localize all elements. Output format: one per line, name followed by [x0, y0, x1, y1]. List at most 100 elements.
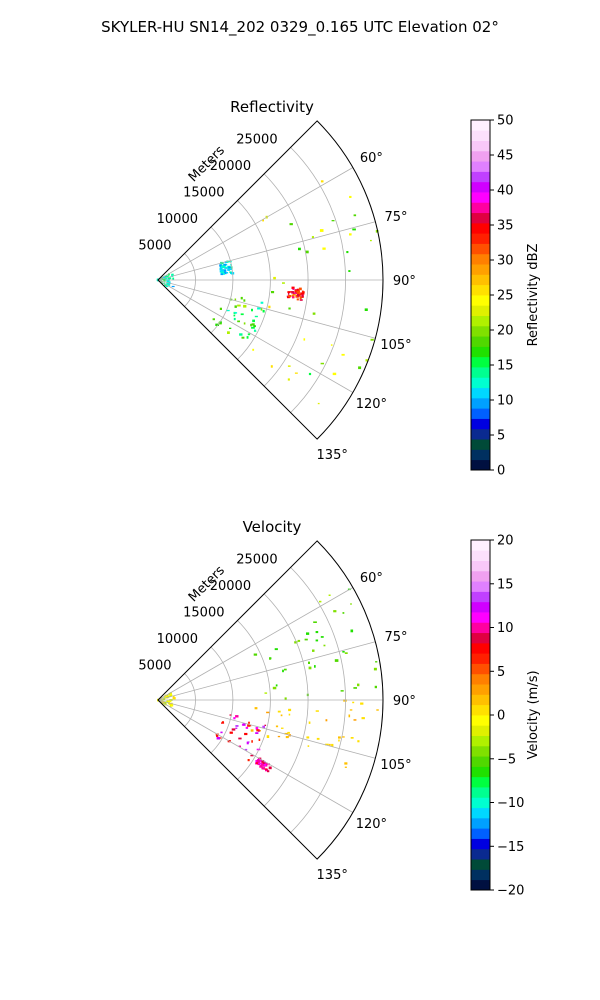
data-point — [375, 230, 379, 233]
colorbar-segment — [471, 807, 490, 819]
data-point — [342, 651, 345, 653]
colorbar-tick-label: 0 — [497, 464, 505, 479]
data-point — [251, 308, 253, 312]
colorbar-segment — [471, 787, 490, 798]
grid-spoke — [157, 167, 354, 281]
data-point — [243, 304, 247, 308]
data-point — [264, 724, 267, 726]
data-point — [234, 298, 237, 301]
colorbar-segment — [471, 550, 490, 561]
data-point — [350, 603, 352, 605]
data-point — [242, 723, 246, 726]
data-point — [352, 701, 355, 704]
colorbar-tick-label: 35 — [497, 219, 514, 234]
data-point — [163, 697, 165, 701]
data-point — [223, 271, 227, 275]
data-point — [357, 683, 360, 687]
data-point — [219, 321, 222, 324]
data-point — [165, 285, 169, 288]
colorbar-label: Velocity (m/s) — [526, 670, 541, 759]
data-point — [227, 268, 230, 271]
data-point — [220, 270, 223, 272]
data-point — [239, 333, 243, 336]
data-point — [263, 762, 267, 765]
data-point — [165, 275, 169, 278]
colorbar-segment — [471, 632, 490, 644]
data-point — [252, 348, 255, 351]
colorbar: 0 5 10 15 20 25 30 35 40 45 50 Reflectivity dBZ — [470, 114, 541, 479]
data-point — [251, 740, 253, 743]
data-point — [284, 732, 288, 735]
data-point — [253, 325, 256, 328]
data-point — [219, 267, 223, 271]
data-point — [233, 317, 236, 321]
data-point — [244, 732, 248, 736]
data-point — [262, 725, 265, 729]
data-point — [246, 336, 249, 339]
colorbar-tick-label: 45 — [497, 149, 514, 164]
colorbar-segment — [471, 264, 490, 275]
data-point — [325, 719, 328, 722]
data-point — [353, 687, 357, 689]
data-point — [220, 272, 224, 276]
data-point — [172, 697, 176, 700]
data-point — [311, 236, 314, 238]
colorbar-segment — [471, 581, 490, 592]
sector-outline — [157, 120, 384, 440]
data-point — [250, 323, 252, 327]
data-point — [297, 293, 299, 297]
r-tick-label: 20000 — [210, 159, 251, 174]
data-point — [291, 286, 295, 289]
colorbar-segment — [471, 305, 490, 316]
data-point — [221, 266, 225, 269]
r-tick-label: 10000 — [157, 212, 198, 227]
theta-tick-label: 120° — [356, 397, 387, 412]
data-point — [245, 726, 249, 729]
data-point — [230, 264, 232, 266]
data-point — [308, 661, 310, 664]
data-point — [342, 612, 345, 614]
data-point — [298, 247, 301, 251]
data-point — [235, 715, 239, 718]
data-point — [281, 727, 284, 729]
data-point — [320, 636, 324, 638]
data-point — [344, 766, 347, 768]
data-point — [162, 702, 167, 705]
colorbar-segment — [471, 756, 490, 767]
data-point — [308, 721, 311, 724]
data-point — [353, 214, 357, 217]
data-point — [172, 695, 175, 698]
r-tick-label: 25000 — [236, 552, 277, 567]
data-point — [212, 318, 215, 321]
data-point — [247, 759, 250, 762]
colorbar-segment — [471, 869, 490, 881]
data-point — [348, 714, 351, 718]
colorbar-tick-label: 20 — [497, 324, 514, 339]
colorbar-segment — [471, 274, 490, 286]
colorbar-segment — [471, 325, 490, 337]
colorbar-tick-label: 50 — [497, 114, 514, 129]
data-point — [166, 282, 170, 285]
panel-title: Reflectivity — [230, 98, 314, 116]
data-point — [296, 292, 300, 295]
data-point — [334, 659, 339, 662]
data-point — [300, 292, 304, 295]
data-point — [220, 731, 223, 734]
colorbar-segment — [471, 397, 490, 409]
data-point — [282, 669, 284, 673]
data-point — [348, 270, 351, 272]
data-point — [215, 323, 219, 326]
data-point — [163, 276, 166, 279]
data-point — [230, 271, 233, 274]
colorbar-segment — [471, 387, 490, 399]
data-point — [219, 264, 222, 267]
theta-tick-label: 75° — [384, 210, 407, 225]
data-point — [216, 737, 220, 740]
data-point — [315, 639, 319, 642]
data-point — [225, 263, 228, 266]
sector-outline — [157, 540, 384, 860]
data-point — [160, 697, 163, 700]
colorbar: −20 −15 −10 −5 0 5 10 15 20 Velocity (m/s) — [470, 534, 541, 899]
data-point — [328, 594, 331, 596]
